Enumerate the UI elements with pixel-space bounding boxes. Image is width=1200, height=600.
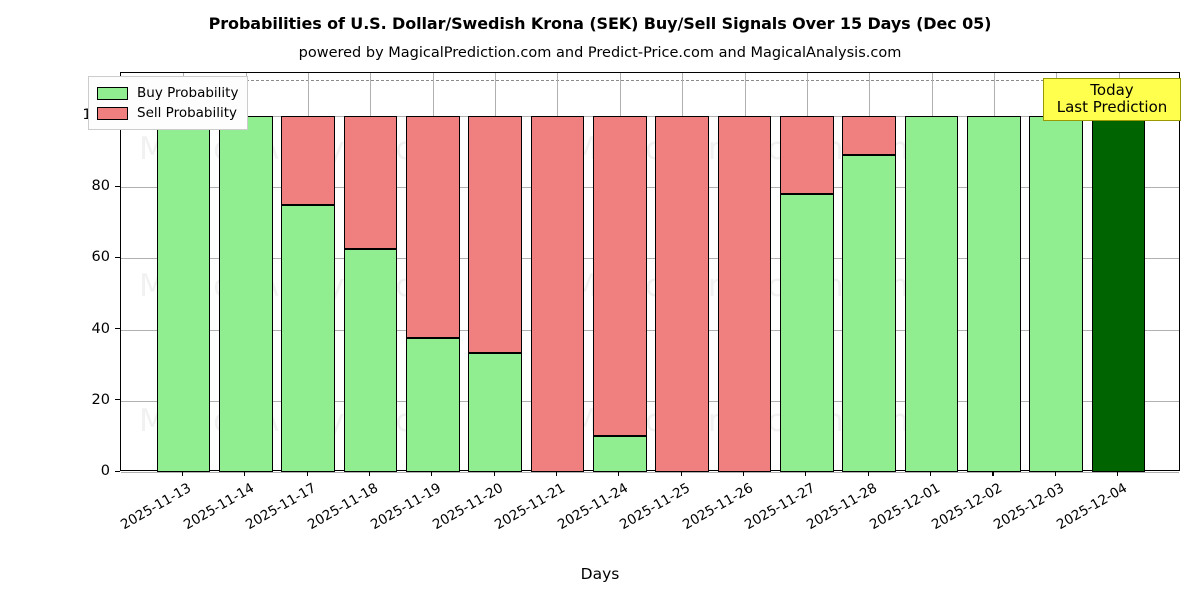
bar-segment-sell[interactable] bbox=[468, 115, 522, 354]
y-tick-mark bbox=[115, 470, 120, 472]
gridline-horizontal bbox=[121, 400, 1179, 402]
bar-segment-today[interactable] bbox=[1091, 115, 1146, 472]
bar-group[interactable] bbox=[530, 73, 585, 472]
x-tick-mark bbox=[306, 471, 308, 476]
x-tick-mark bbox=[555, 471, 558, 476]
bar-group[interactable] bbox=[904, 73, 959, 472]
legend-label-buy: Buy Probability bbox=[137, 85, 239, 101]
x-tick-mark bbox=[1054, 471, 1056, 476]
legend-label-sell: Sell Probability bbox=[137, 105, 238, 121]
gridline-horizontal bbox=[121, 258, 1179, 260]
x-tick-mark bbox=[992, 471, 994, 476]
y-tick-label: 40 bbox=[91, 320, 110, 337]
bar-segment-sell[interactable] bbox=[655, 115, 709, 472]
bar-segment-buy[interactable] bbox=[967, 115, 1021, 472]
bar-segment-buy[interactable] bbox=[1029, 115, 1084, 472]
y-tick-mark bbox=[115, 328, 120, 330]
gridline-horizontal bbox=[121, 329, 1179, 331]
bar-segment-sell[interactable] bbox=[780, 115, 834, 195]
x-tick-mark bbox=[431, 471, 433, 476]
chart-legend: Buy Probability Sell Probability bbox=[88, 76, 249, 130]
bar-group[interactable] bbox=[842, 73, 897, 472]
bar-group[interactable] bbox=[156, 73, 211, 472]
reference-dashed-line bbox=[121, 80, 1179, 82]
x-tick-mark bbox=[805, 471, 807, 476]
legend-swatch-sell bbox=[97, 106, 128, 120]
x-tick-mark bbox=[680, 471, 682, 476]
y-tick-mark bbox=[115, 399, 120, 401]
y-tick-label: 20 bbox=[91, 391, 110, 408]
plot-area: MagicalAnalysis.comMagicalPrediction.com… bbox=[120, 72, 1180, 473]
bar-group[interactable] bbox=[967, 73, 1021, 472]
bar-segment-buy[interactable] bbox=[281, 204, 335, 472]
bar-segment-buy[interactable] bbox=[593, 436, 647, 472]
gridline-horizontal bbox=[121, 472, 1179, 473]
bars-layer bbox=[121, 73, 1179, 472]
legend-item-sell: Sell Probability bbox=[97, 103, 238, 123]
bar-group[interactable] bbox=[1091, 73, 1146, 472]
bar-group[interactable] bbox=[218, 73, 273, 472]
bar-segment-buy[interactable] bbox=[156, 115, 211, 472]
y-tick-mark bbox=[115, 185, 120, 187]
bar-group[interactable] bbox=[468, 73, 522, 472]
chart-title: Probabilities of U.S. Dollar/Swedish Kro… bbox=[208, 14, 992, 33]
x-tick-mark bbox=[618, 471, 620, 476]
x-tick-mark bbox=[743, 471, 745, 476]
bar-segment-buy[interactable] bbox=[343, 249, 398, 472]
bar-group[interactable] bbox=[780, 73, 834, 472]
bar-group[interactable] bbox=[655, 73, 709, 472]
x-tick-mark bbox=[244, 471, 246, 476]
bar-segment-buy[interactable] bbox=[468, 353, 522, 472]
x-tick-mark bbox=[368, 471, 370, 476]
bar-group[interactable] bbox=[717, 73, 772, 472]
bar-segment-sell[interactable] bbox=[593, 115, 647, 437]
x-tick-mark bbox=[867, 471, 869, 476]
bar-group[interactable] bbox=[343, 73, 398, 472]
chart-subtitle: powered by MagicalPrediction.com and Pre… bbox=[298, 45, 902, 61]
bar-segment-sell[interactable] bbox=[343, 115, 398, 250]
bar-segment-buy[interactable] bbox=[218, 115, 273, 472]
bar-segment-sell[interactable] bbox=[842, 115, 897, 156]
bar-segment-buy[interactable] bbox=[842, 155, 897, 472]
bar-group[interactable] bbox=[281, 73, 335, 472]
bar-group[interactable] bbox=[593, 73, 647, 472]
gridline-horizontal bbox=[121, 187, 1179, 188]
bar-group[interactable] bbox=[405, 73, 460, 472]
x-tick-mark bbox=[181, 471, 183, 476]
x-tick-mark bbox=[1117, 471, 1119, 476]
x-axis-label: Days bbox=[580, 565, 620, 583]
bar-segment-sell[interactable] bbox=[717, 115, 772, 472]
legend-swatch-buy bbox=[97, 86, 128, 100]
today-annotation: Today Last Prediction bbox=[1043, 78, 1181, 121]
bar-segment-sell[interactable] bbox=[281, 115, 335, 205]
today-annotation-line1: Today bbox=[1090, 81, 1134, 99]
y-tick-mark bbox=[115, 256, 120, 258]
bar-segment-buy[interactable] bbox=[904, 115, 959, 472]
y-tick-label: 60 bbox=[91, 249, 110, 266]
y-tick-label: 80 bbox=[91, 178, 110, 194]
bar-segment-sell[interactable] bbox=[405, 115, 460, 339]
legend-item-buy: Buy Probability bbox=[97, 83, 238, 103]
gridline-horizontal bbox=[121, 115, 1179, 117]
bar-segment-buy[interactable] bbox=[780, 194, 834, 472]
today-annotation-line2: Last Prediction bbox=[1056, 97, 1168, 116]
bar-segment-buy[interactable] bbox=[405, 338, 460, 472]
x-tick-mark bbox=[930, 471, 932, 476]
bar-group[interactable] bbox=[1029, 73, 1084, 472]
y-tick-label: 0 bbox=[100, 463, 110, 479]
x-tick-mark bbox=[493, 471, 495, 476]
bar-segment-sell[interactable] bbox=[530, 115, 585, 472]
